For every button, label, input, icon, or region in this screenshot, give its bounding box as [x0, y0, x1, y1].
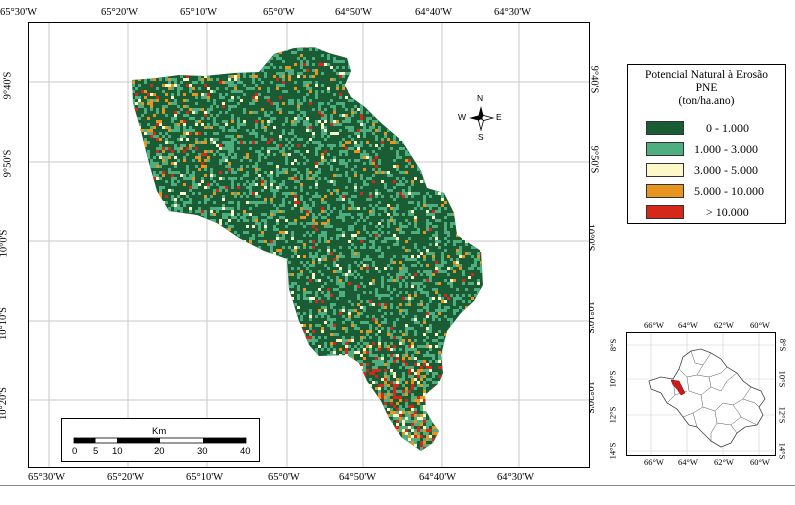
legend-item: 5.000 - 10.000	[646, 184, 778, 198]
scale-label: 10	[112, 446, 123, 457]
top-tick: 65°30'W	[0, 7, 38, 18]
inset-bottom-tick: 60°W	[750, 457, 770, 467]
legend-swatch	[646, 121, 684, 135]
inset-bottom-tick: 66°W	[644, 457, 664, 467]
inset-top-tick: 60°W	[750, 320, 770, 330]
bottom-tick: 65°20'W	[107, 472, 145, 483]
legend-swatch	[646, 184, 684, 198]
legend-label: > 10.000	[706, 205, 749, 219]
bottom-tick: 64°40'W	[419, 472, 457, 483]
bottom-tick: 64°50'W	[339, 472, 377, 483]
inset-top-tick: 64°W	[678, 320, 698, 330]
inset-top-tick: 66°W	[644, 320, 664, 330]
inset-locator-map: 66°W 64°W 62°W 60°W 66°W 64°W 62°W 60°W …	[607, 318, 793, 470]
inset-left-tick: 10°S	[607, 370, 618, 388]
legend-item: > 10.000	[646, 205, 778, 219]
compass-w: W	[458, 112, 467, 122]
left-tick: 10°10'S	[0, 307, 9, 340]
bottom-tick: 64°30'W	[497, 472, 535, 483]
top-tick: 64°50'W	[335, 7, 373, 18]
inset-right-tick: 10°S	[777, 370, 788, 388]
bottom-tick: 65°0'W	[268, 472, 300, 483]
top-tick: 65°20'W	[101, 7, 139, 18]
legend-title: Potencial Natural à Erosão PNE (ton/ha.a…	[628, 69, 785, 108]
scale-label: 5	[93, 446, 99, 457]
legend-title-line: (ton/ha.ano)	[678, 95, 735, 107]
top-tick: 65°0'W	[263, 7, 295, 18]
legend: Potencial Natural à Erosão PNE (ton/ha.a…	[627, 64, 786, 224]
inset-right-tick: 8°S	[778, 338, 789, 352]
inset-frame	[626, 332, 776, 456]
inset-bottom-tick: 62°W	[714, 457, 734, 467]
inset-left-tick: 14°S	[607, 442, 618, 460]
scale-bar-graphic	[73, 437, 247, 444]
scale-label: 40	[240, 446, 251, 457]
left-tick: 9°50'S	[2, 149, 14, 178]
left-tick: 10°20'S	[0, 387, 9, 420]
legend-swatch	[646, 163, 684, 177]
scale-label: 0	[72, 446, 78, 457]
legend-label: 3.000 - 5.000	[694, 163, 758, 177]
inset-right-tick: 12°S	[777, 406, 788, 424]
top-tick: 64°30'W	[494, 7, 532, 18]
top-tick: 64°40'W	[415, 7, 453, 18]
map-frame: N S E W	[28, 22, 590, 468]
legend-item: 0 - 1.000	[646, 121, 778, 135]
legend-item: 3.000 - 5.000	[646, 163, 778, 177]
compass-e: E	[496, 112, 502, 122]
compass-n: N	[477, 93, 484, 103]
state-outline	[648, 348, 766, 448]
top-tick: 65°10'W	[180, 7, 218, 18]
study-area-highlight	[670, 379, 686, 396]
scale-unit: Km	[152, 426, 167, 437]
legend-swatch	[646, 205, 684, 219]
municipal-boundaries	[666, 350, 760, 441]
left-tick: 10°0'S	[0, 229, 10, 258]
scale-bar: Km 0 5 10 20 30 40	[61, 418, 260, 462]
legend-label: 1.000 - 3.000	[694, 142, 758, 156]
inset-bottom-tick: 64°W	[678, 457, 698, 467]
map-canvas	[29, 23, 589, 467]
inset-top-tick: 62°W	[714, 320, 734, 330]
inset-left-tick: 8°S	[608, 338, 619, 352]
legend-title-line: PNE	[695, 82, 718, 94]
compass-s: S	[478, 132, 484, 142]
legend-title-line: Potencial Natural à Erosão	[645, 69, 768, 81]
scale-label: 30	[197, 446, 208, 457]
legend-label: 5.000 - 10.000	[694, 184, 764, 198]
bottom-rule	[0, 485, 795, 486]
inset-right-tick: 14°S	[777, 442, 788, 460]
left-tick: 9°40'S	[2, 71, 14, 100]
bottom-tick: 65°30'W	[28, 472, 66, 483]
inset-canvas	[627, 333, 775, 455]
bottom-tick: 65°10'W	[186, 472, 224, 483]
legend-swatch	[646, 142, 684, 156]
inset-left-tick: 12°S	[607, 406, 618, 424]
legend-label: 0 - 1.000	[706, 121, 749, 135]
north-arrow	[469, 106, 495, 132]
scale-label: 20	[154, 446, 165, 457]
legend-item: 1.000 - 3.000	[646, 142, 778, 156]
